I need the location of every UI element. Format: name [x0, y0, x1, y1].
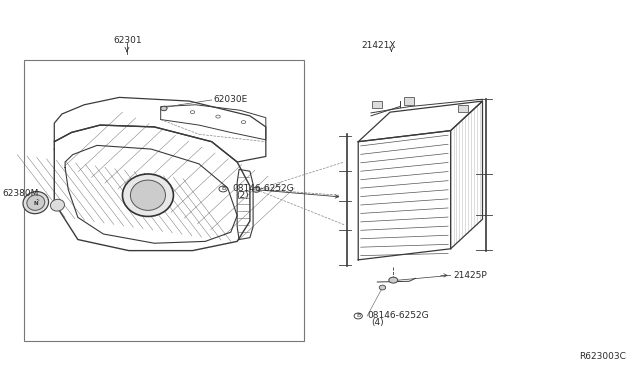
Text: 62030E: 62030E — [213, 96, 247, 105]
Ellipse shape — [27, 195, 45, 210]
Text: 62301: 62301 — [113, 36, 141, 45]
Text: B: B — [356, 314, 360, 318]
Ellipse shape — [51, 199, 65, 211]
Ellipse shape — [389, 277, 397, 283]
Ellipse shape — [380, 285, 386, 290]
Ellipse shape — [131, 180, 166, 211]
Text: 08146-6252G: 08146-6252G — [367, 311, 429, 320]
Ellipse shape — [161, 106, 167, 111]
Text: (4): (4) — [371, 318, 383, 327]
Text: 21425P: 21425P — [454, 271, 488, 280]
Text: (2): (2) — [236, 191, 248, 200]
Text: N: N — [33, 201, 38, 206]
Ellipse shape — [354, 313, 362, 319]
Text: R623003C: R623003C — [579, 352, 626, 361]
Text: B: B — [221, 186, 225, 192]
Ellipse shape — [23, 192, 49, 214]
Text: 21421X: 21421X — [362, 41, 396, 50]
Ellipse shape — [216, 115, 220, 118]
Text: 62380M: 62380M — [3, 189, 39, 198]
Bar — [404, 97, 414, 105]
Bar — [372, 101, 383, 109]
Bar — [458, 105, 468, 112]
Bar — [24, 61, 304, 341]
Ellipse shape — [219, 186, 227, 192]
Ellipse shape — [122, 174, 173, 217]
Ellipse shape — [190, 111, 195, 113]
Ellipse shape — [241, 121, 246, 124]
Text: 08146-6252G: 08146-6252G — [232, 185, 294, 193]
Ellipse shape — [252, 187, 260, 192]
